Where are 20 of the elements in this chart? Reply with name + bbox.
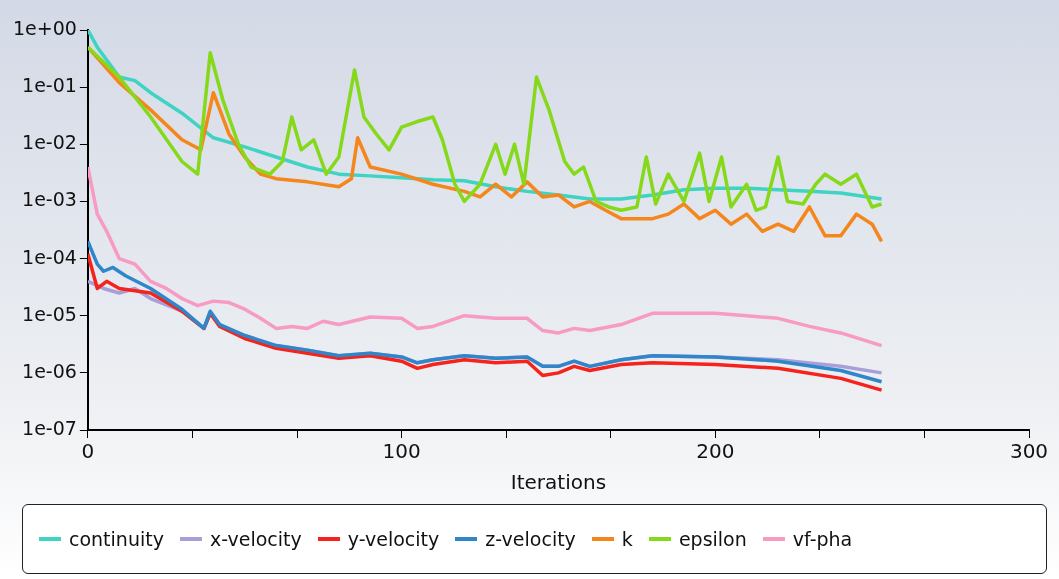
x-tick-label: 200 — [696, 439, 735, 464]
x-tick-label: 0 — [81, 439, 95, 464]
y-tick-label: 1e-06 — [22, 359, 77, 382]
legend-label: epsilon — [678, 528, 747, 550]
y-tick-label: 1e-01 — [22, 74, 77, 97]
legend-label: z-velocity — [485, 528, 576, 550]
legend-label: vf-pha — [792, 528, 853, 550]
y-tick-label: 1e-07 — [22, 416, 77, 439]
legend-label: k — [621, 528, 633, 550]
legend-label: continuity — [69, 528, 164, 550]
y-tick-label: 1e-02 — [22, 131, 77, 154]
legend-label: y-velocity — [347, 528, 440, 550]
y-tick-label: 1e+00 — [13, 16, 77, 39]
y-tick-label: 1e-05 — [22, 302, 77, 325]
x-tick-label: 100 — [382, 439, 421, 464]
y-tick-label: 1e-04 — [22, 245, 77, 268]
x-axis-title: Iterations — [510, 470, 607, 495]
legend-label: x-velocity — [209, 528, 302, 550]
y-tick-label: 1e-03 — [22, 188, 77, 211]
x-tick-label: 300 — [1009, 439, 1049, 464]
